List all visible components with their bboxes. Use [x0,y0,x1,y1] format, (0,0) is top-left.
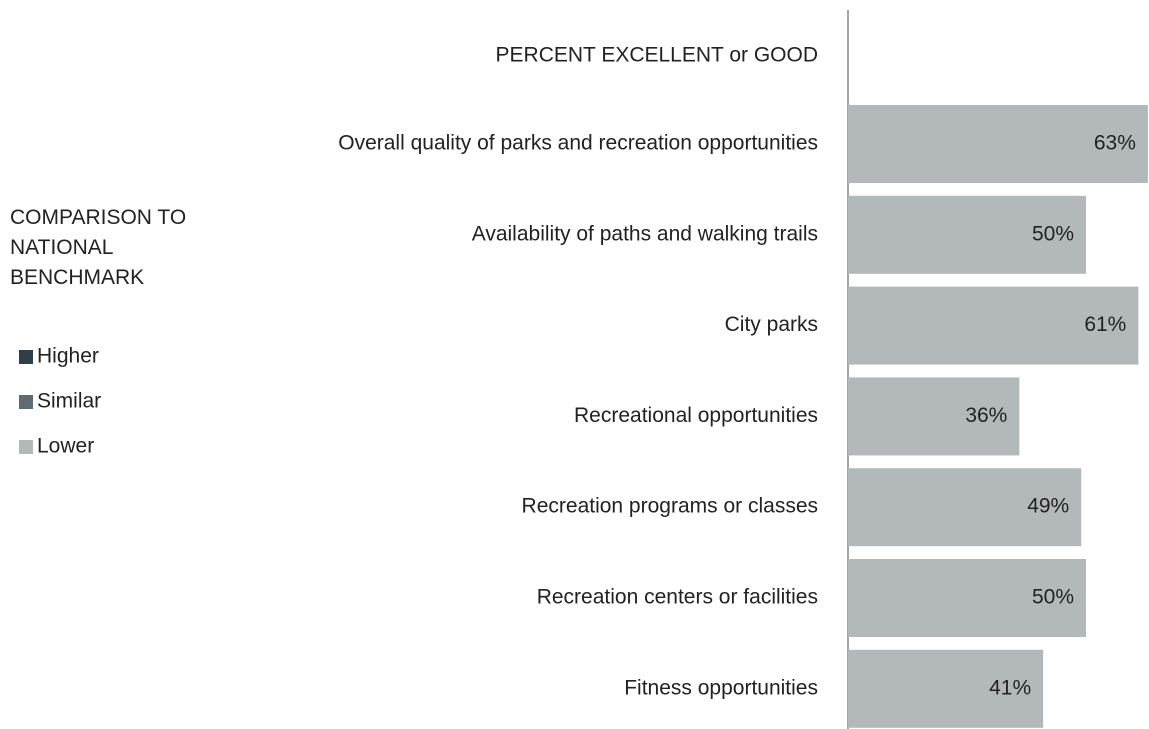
bar [848,559,1086,637]
legend-swatch [19,440,33,454]
value-label: 36% [965,404,1007,427]
category-label: Recreational opportunities [574,404,818,427]
category-label: Overall quality of parks and recreation … [338,132,818,155]
value-label: 50% [1032,222,1074,245]
bar [848,195,1086,274]
legend-title: COMPARISON TO NATIONAL BENCHMARK [10,206,187,289]
bar [848,649,1044,728]
bar [848,286,1139,365]
legend-label: Lower [37,435,94,458]
bar [848,105,1148,183]
category-label: Availability of paths and walking trails [472,222,818,245]
value-label: 63% [1094,132,1136,155]
legend-label: Similar [37,390,101,413]
value-label: 61% [1084,313,1126,336]
category-label: Fitness opportunities [624,676,818,699]
value-label: 41% [989,676,1031,699]
legend-swatch [19,350,33,364]
bar [848,377,1020,456]
value-label: 50% [1032,586,1074,609]
category-label: Recreation centers or facilities [537,586,818,609]
chart-title: PERCENT EXCELLENT or GOOD [496,44,818,67]
value-label: 49% [1027,495,1069,518]
legend-swatch [19,395,33,409]
category-label: Recreation programs or classes [522,495,818,518]
bar [848,468,1082,547]
legend-label: Higher [37,345,99,368]
category-label: City parks [725,313,818,336]
